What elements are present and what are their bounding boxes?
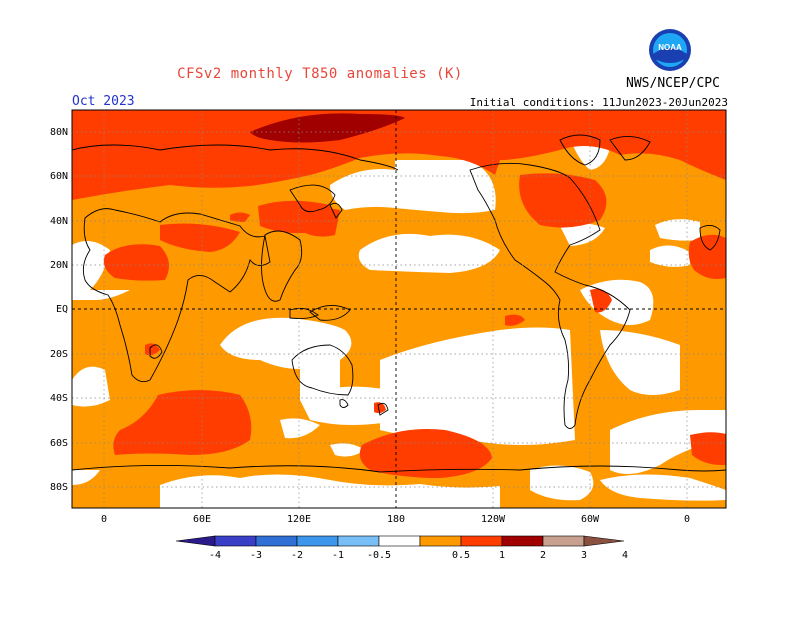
lon-label: 120W	[481, 514, 506, 525]
forecast-month: Oct 2023	[72, 94, 135, 109]
org-label: NWS/NCEP/CPC	[626, 76, 720, 91]
lat-label: 40N	[50, 216, 68, 227]
neutral-anomaly-areas	[72, 135, 726, 508]
lon-label: 60E	[193, 514, 211, 525]
lat-label: 20S	[50, 349, 68, 360]
map-title: CFSv2 monthly T850 anomalies (K)	[177, 66, 463, 82]
colorbar-swatch	[419, 535, 462, 547]
colorbar-tick-label: -3	[250, 550, 262, 561]
colorbar	[175, 535, 625, 547]
colorbar-swatch	[337, 535, 380, 547]
colorbar-swatch	[255, 535, 298, 547]
lon-label: 120E	[287, 514, 311, 525]
lon-label: 0	[684, 514, 690, 525]
colorbar-tick-label: -0.5	[367, 550, 391, 561]
noaa-logo: NOAA	[649, 29, 691, 71]
colorbar-swatch	[214, 535, 257, 547]
lat-label: 80N	[50, 127, 68, 138]
lat-label: 40S	[50, 393, 68, 404]
colorbar-tick-label: 1	[499, 550, 505, 561]
colorbar-swatch	[296, 535, 339, 547]
strong-warm-anomaly-areas	[72, 110, 726, 478]
colorbar-ticks: -4 -3 -2 -1 -0.5 0.5 1 2 3 4	[209, 550, 628, 561]
colorbar-tick-label: 0.5	[452, 550, 470, 561]
colorbar-tick-label: -4	[209, 550, 221, 561]
colorbar-tick-label: 4	[622, 550, 628, 561]
initial-conditions: Initial conditions: 11Jun2023-20Jun2023	[469, 96, 728, 109]
colorbar-swatch	[460, 535, 503, 547]
lat-label: 80S	[50, 482, 68, 493]
lat-label: 60S	[50, 438, 68, 449]
colorbar-swatch	[378, 535, 421, 547]
lon-label: 60W	[581, 514, 600, 525]
colorbar-swatch	[542, 535, 585, 547]
lat-label: 20N	[50, 260, 68, 271]
svg-text:NOAA: NOAA	[658, 43, 682, 52]
colorbar-tick-label: -2	[291, 550, 303, 561]
colorbar-min-arrow	[175, 535, 216, 547]
colorbar-tick-label: 3	[581, 550, 587, 561]
map-frame	[71, 109, 727, 509]
anomaly-field	[72, 110, 726, 508]
lon-label: 180	[387, 514, 405, 525]
colorbar-swatch	[501, 535, 544, 547]
lat-label: 60N	[50, 171, 68, 182]
very-strong-warm-anomaly-area	[250, 113, 405, 143]
equator-dateline	[72, 110, 726, 508]
colorbar-max-arrow	[583, 535, 625, 547]
colorbar-tick-label: 2	[540, 550, 546, 561]
colorbar-tick-label: -1	[332, 550, 344, 561]
latitude-axis: 80N 60N 40N 20N EQ 20S 40S 60S 80S	[50, 127, 68, 493]
lon-label: 0	[101, 514, 107, 525]
longitude-axis: 0 60E 120E 180 120W 60W 0	[101, 514, 690, 525]
lat-label: EQ	[56, 304, 68, 315]
